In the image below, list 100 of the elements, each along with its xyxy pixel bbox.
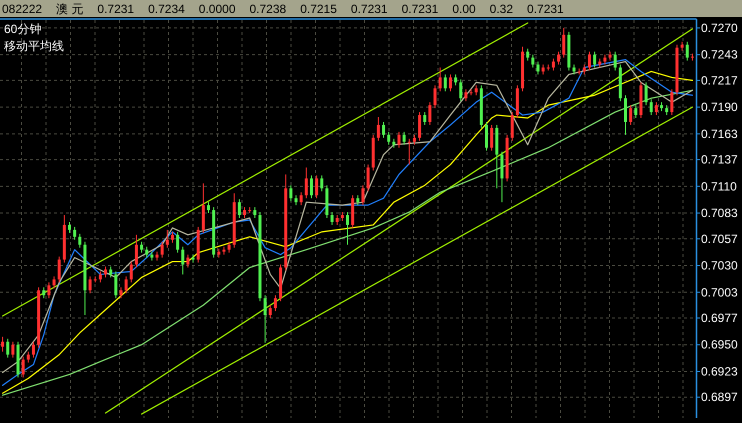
candlestick [6,338,10,358]
y-tick-label: 0.6923 [701,364,738,378]
candlestick [490,124,494,152]
y-tick-label: 0.7057 [701,232,738,246]
header: 082222 澳 元 0.7231 0.7234 0.0000 0.7238 0.7215 0.7231 0.7231 0.00 0.32 0.7231 [0,0,742,17]
candlestick [603,54,606,66]
candlestick [536,61,540,75]
candlestick [52,276,56,289]
candlestick [1,336,4,352]
candlestick [382,121,386,138]
candlestick [562,27,566,58]
candlestick [438,67,442,92]
candlestick [207,202,210,214]
candlestick [686,41,689,62]
candlestick [320,174,324,192]
candlestick [454,74,458,86]
candlestick [181,246,184,275]
candlestick [47,282,50,299]
candlestick [397,131,400,148]
candlestick [73,226,76,240]
candlestick [130,261,133,283]
text: 移动平均线 [4,39,64,53]
candlestick [366,164,370,192]
candlestick [423,112,426,126]
candlestick [526,48,530,62]
y-tick-label: 0.7190 [701,100,738,114]
candlestick [119,286,122,299]
candlestick [428,102,432,126]
candlestick [124,276,128,294]
candlestick [408,138,411,166]
candlestick [531,54,534,68]
candlestick [243,206,246,219]
y-tick-label: 0.7270 [701,20,738,35]
y-tick-label: 0.7110 [701,179,738,194]
chart-title: 60分钟 [4,22,42,36]
candlestick [300,192,303,206]
candlestick [58,256,61,283]
candlestick [109,266,112,278]
candlestick [336,214,339,226]
candlestick [665,104,668,116]
candlestick [557,51,560,66]
candlestick [134,234,138,268]
candlestick [22,356,25,378]
candlestick [42,286,46,299]
candlestick [361,184,364,206]
candlestick [614,51,617,71]
candlestick [176,231,180,254]
candlestick [289,184,292,202]
candlestick [448,74,452,92]
y-tick-label: 0.7137 [701,152,738,167]
candlestick [253,206,256,219]
candlestick [238,198,241,219]
candlestick [629,104,632,126]
candlestick [542,64,545,75]
candlestick [418,112,422,142]
candlestick [114,270,118,299]
candlestick [464,88,468,102]
candlestick [170,231,174,244]
candlestick [78,233,82,248]
candlestick [485,121,488,152]
candlestick [346,212,349,246]
candlestick [228,241,231,254]
candlestick [330,212,334,226]
candlestick [624,94,627,136]
candlestick [474,84,478,96]
candlestick [140,241,144,254]
candlestick [264,294,267,344]
candlestick [376,116,380,142]
candlestick [26,351,30,364]
y-tick-label: 0.6977 [701,311,738,326]
y-tick-label: 0.6950 [701,338,738,352]
candlestick [356,194,360,206]
candlestick [444,74,447,92]
candlestick [145,246,148,258]
candlestick [402,131,406,146]
candlestick [634,104,638,119]
candlestick [268,304,272,319]
y-tick-label: 0.7003 [701,285,738,300]
candlestick [670,88,674,116]
y-tick-label: 0.7163 [701,126,738,141]
candlestick [572,64,576,75]
candlestick [650,98,653,116]
candlestick [160,241,164,258]
candlestick [304,167,308,199]
candlestick [274,294,277,312]
candlestick [11,341,14,358]
candlestick [294,194,298,206]
candlestick [104,266,108,278]
candlestick [186,254,190,268]
candlestick [32,341,35,358]
candlestick [310,174,313,199]
candlestick [510,112,514,142]
candlestick [387,131,390,146]
candlestick [644,82,648,106]
y-tick-label: 0.7217 [701,73,738,88]
candlestick [434,84,437,109]
y-tick-label: 0.7243 [701,48,738,62]
candlestick [166,229,169,248]
y-tick-label: 0.7083 [701,206,738,220]
candlestick [98,270,102,283]
